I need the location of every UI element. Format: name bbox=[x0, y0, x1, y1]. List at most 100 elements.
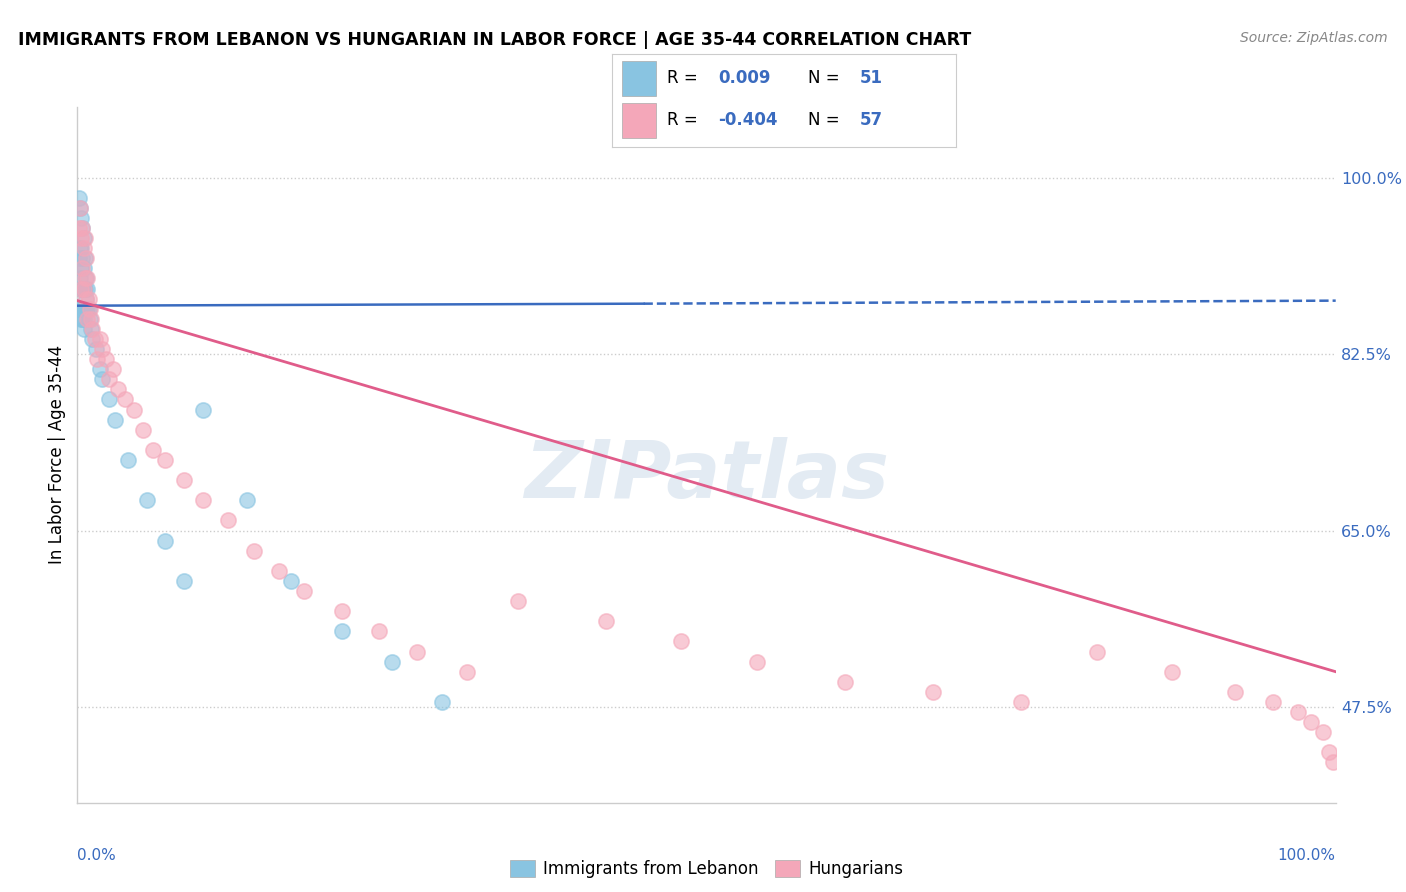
Point bbox=[432, 695, 454, 709]
Point bbox=[73, 231, 96, 245]
Point bbox=[1223, 685, 1246, 699]
Point bbox=[79, 311, 101, 326]
Point bbox=[67, 301, 90, 316]
Point bbox=[922, 685, 945, 699]
Point bbox=[1085, 644, 1108, 658]
Point bbox=[84, 332, 107, 346]
Point bbox=[72, 281, 94, 295]
Point bbox=[75, 292, 97, 306]
Point bbox=[73, 281, 96, 295]
Point bbox=[73, 271, 96, 285]
Point bbox=[73, 301, 96, 316]
Text: 0.0%: 0.0% bbox=[77, 848, 117, 863]
Text: R =: R = bbox=[666, 70, 697, 87]
Point bbox=[67, 252, 90, 266]
Text: -0.404: -0.404 bbox=[718, 112, 778, 129]
Point bbox=[671, 634, 693, 648]
Text: R =: R = bbox=[666, 112, 697, 129]
Point bbox=[69, 201, 91, 215]
Text: N =: N = bbox=[808, 112, 839, 129]
Point bbox=[67, 221, 90, 235]
Point bbox=[72, 221, 94, 235]
Point bbox=[89, 362, 111, 376]
FancyBboxPatch shape bbox=[621, 103, 657, 138]
Point bbox=[86, 352, 108, 367]
Point bbox=[76, 301, 98, 316]
Point bbox=[104, 412, 127, 426]
Point bbox=[69, 301, 91, 316]
Point bbox=[72, 281, 94, 295]
Point bbox=[77, 301, 100, 316]
Point bbox=[107, 383, 129, 397]
Point bbox=[80, 311, 103, 326]
Point bbox=[72, 281, 94, 295]
Point bbox=[191, 493, 215, 508]
Text: 0.009: 0.009 bbox=[718, 70, 770, 87]
Point bbox=[1261, 695, 1284, 709]
Point bbox=[406, 644, 429, 658]
Text: N =: N = bbox=[808, 70, 839, 87]
Point bbox=[330, 624, 353, 639]
Point bbox=[745, 655, 768, 669]
Point bbox=[117, 453, 139, 467]
Point bbox=[72, 221, 94, 235]
Point bbox=[1312, 725, 1334, 739]
Point bbox=[75, 271, 97, 285]
Text: 100.0%: 100.0% bbox=[1278, 848, 1336, 863]
Point bbox=[72, 311, 94, 326]
Point bbox=[70, 261, 93, 276]
Point bbox=[69, 271, 91, 285]
Point bbox=[79, 301, 101, 316]
Point bbox=[1161, 665, 1184, 679]
Point bbox=[280, 574, 302, 588]
Point bbox=[97, 392, 120, 407]
Point bbox=[330, 604, 353, 618]
Point bbox=[70, 211, 93, 225]
Point bbox=[506, 594, 529, 608]
Point bbox=[72, 231, 94, 245]
Point bbox=[155, 533, 177, 548]
Point bbox=[75, 292, 97, 306]
Point bbox=[91, 342, 114, 356]
Point bbox=[142, 442, 165, 457]
Point bbox=[1322, 756, 1344, 770]
Point bbox=[72, 322, 94, 336]
Point bbox=[456, 665, 478, 679]
Point bbox=[69, 241, 91, 255]
Text: 51: 51 bbox=[859, 70, 883, 87]
Point bbox=[96, 352, 118, 367]
Point bbox=[1286, 705, 1309, 719]
Point bbox=[72, 261, 94, 276]
Point bbox=[80, 322, 103, 336]
Point bbox=[595, 615, 617, 629]
Point bbox=[72, 241, 94, 255]
Point bbox=[84, 342, 107, 356]
Point bbox=[70, 231, 93, 245]
FancyBboxPatch shape bbox=[621, 61, 657, 95]
Point bbox=[70, 311, 93, 326]
Point bbox=[1010, 695, 1032, 709]
Point bbox=[91, 372, 114, 386]
Point bbox=[72, 301, 94, 316]
Point bbox=[217, 513, 239, 527]
Text: ZIPatlas: ZIPatlas bbox=[524, 437, 889, 515]
Point bbox=[72, 301, 94, 316]
Point bbox=[97, 372, 120, 386]
Point bbox=[67, 191, 90, 205]
Point bbox=[191, 402, 215, 417]
Point bbox=[70, 281, 93, 295]
Point bbox=[70, 281, 93, 295]
Point bbox=[72, 261, 94, 276]
Point bbox=[89, 332, 111, 346]
Point bbox=[72, 252, 94, 266]
Point bbox=[381, 655, 404, 669]
Point bbox=[73, 252, 96, 266]
Point bbox=[76, 311, 98, 326]
Point bbox=[75, 252, 97, 266]
Point bbox=[76, 271, 98, 285]
Point bbox=[76, 281, 98, 295]
Point bbox=[368, 624, 391, 639]
Text: Source: ZipAtlas.com: Source: ZipAtlas.com bbox=[1240, 31, 1388, 45]
Point bbox=[173, 473, 195, 487]
Y-axis label: In Labor Force | Age 35-44: In Labor Force | Age 35-44 bbox=[48, 345, 66, 565]
